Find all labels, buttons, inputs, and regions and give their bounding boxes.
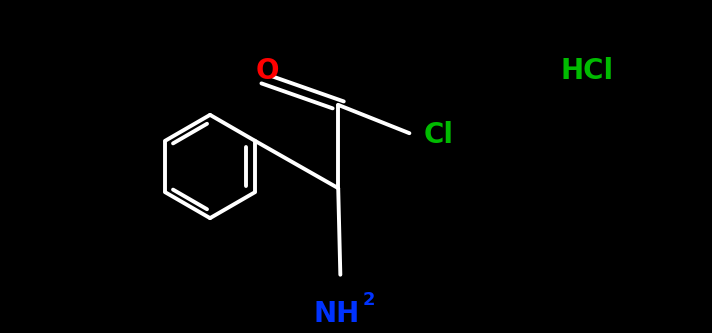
Text: 2: 2 (362, 291, 375, 309)
Text: NH: NH (314, 300, 360, 328)
Text: HCl: HCl (561, 57, 614, 85)
Text: Cl: Cl (424, 121, 454, 149)
Text: O: O (255, 57, 279, 85)
